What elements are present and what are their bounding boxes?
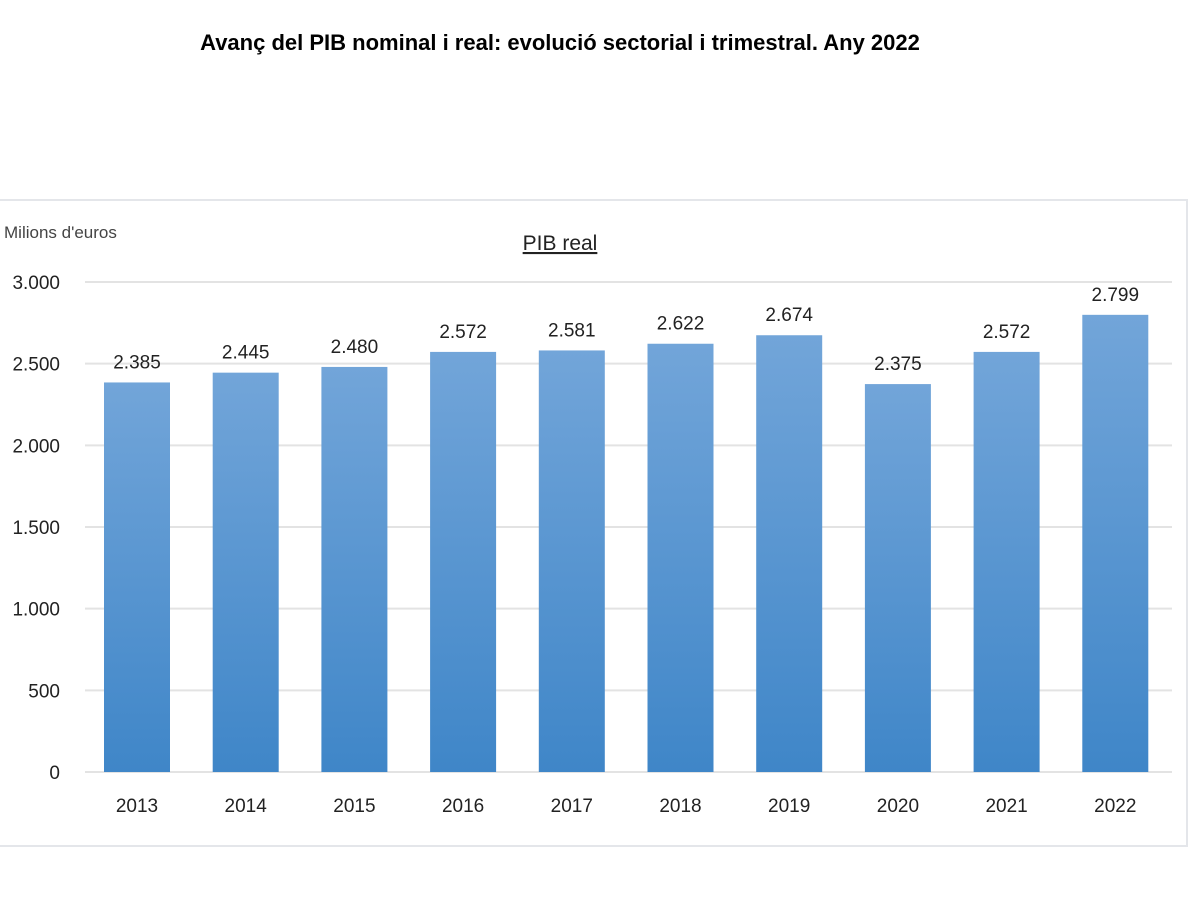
x-tick-label: 2013 <box>116 796 158 817</box>
bar-2018 <box>647 343 714 772</box>
bar-2021 <box>973 351 1040 772</box>
x-tick-label: 2021 <box>985 796 1027 817</box>
x-tick-label: 2018 <box>659 796 701 817</box>
bar-2015 <box>321 366 388 772</box>
bar-2016 <box>430 351 497 772</box>
x-tick-label: 2020 <box>877 796 919 817</box>
bar-2019 <box>756 335 823 772</box>
data-label: 2.445 <box>222 343 270 364</box>
x-tick-label: 2019 <box>768 796 810 817</box>
chart-title: PIB real <box>523 232 598 255</box>
chart-frame <box>0 199 1188 847</box>
y-tick-label: 3.000 <box>12 273 60 294</box>
bar-2013 <box>104 382 170 772</box>
bar-2017 <box>538 350 605 772</box>
data-label: 2.375 <box>874 354 922 375</box>
x-tick-label: 2022 <box>1094 796 1136 817</box>
y-tick-label: 0 <box>49 763 60 784</box>
data-label: 2.572 <box>983 322 1031 343</box>
y-tick-label: 2.500 <box>12 355 60 376</box>
y-tick-label: 500 <box>28 681 60 702</box>
data-label: 2.385 <box>113 352 161 373</box>
y-axis-label: Milions d'euros <box>4 223 117 242</box>
y-tick-label: 2.000 <box>12 436 60 457</box>
y-tick-label: 1.500 <box>12 518 60 539</box>
x-tick-label: 2016 <box>442 796 484 817</box>
data-label: 2.799 <box>1092 285 1140 306</box>
y-tick-label: 1.000 <box>12 600 60 621</box>
bar-2020 <box>864 384 931 772</box>
x-tick-label: 2015 <box>333 796 375 817</box>
x-tick-label: 2014 <box>225 796 268 817</box>
data-label: 2.480 <box>331 337 379 358</box>
x-tick-label: 2017 <box>551 796 593 817</box>
bar-2014 <box>212 372 279 772</box>
data-label: 2.674 <box>765 305 813 326</box>
data-label: 2.622 <box>657 314 705 335</box>
bar-2022 <box>1082 314 1149 772</box>
data-label: 2.581 <box>548 320 596 341</box>
data-label: 2.572 <box>439 322 487 343</box>
page-title: Avanç del PIB nominal i real: evolució s… <box>200 30 920 55</box>
